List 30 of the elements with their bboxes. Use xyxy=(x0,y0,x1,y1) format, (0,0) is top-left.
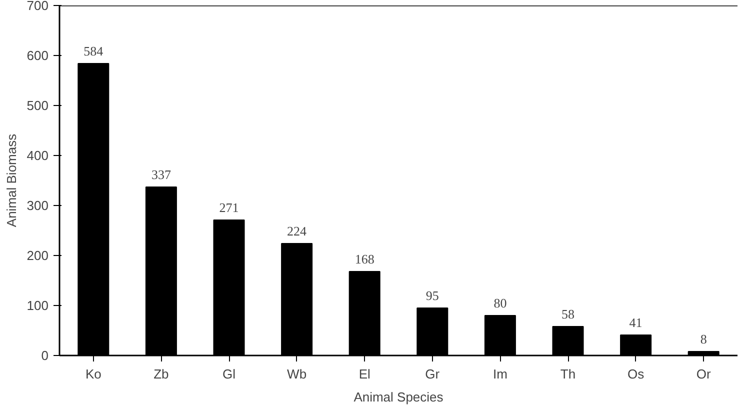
y-tick-label: 100 xyxy=(26,298,49,313)
x-tick-label: Ko xyxy=(85,366,102,382)
y-tick-label: 0 xyxy=(41,348,49,363)
data-label: 584 xyxy=(84,44,104,58)
data-label: 95 xyxy=(426,288,439,303)
y-tick-label: 400 xyxy=(26,148,49,163)
y-axis-title: Animal Biomass xyxy=(4,133,19,228)
x-axis-title: Animal Species xyxy=(354,390,444,404)
data-label: 8 xyxy=(700,332,707,346)
data-label: 41 xyxy=(629,315,642,330)
y-tick-label: 600 xyxy=(26,48,49,63)
data-label: 58 xyxy=(562,306,574,322)
x-tick-label: Or xyxy=(696,366,712,382)
x-tick-label: Th xyxy=(560,366,576,382)
x-tick-label: Gl xyxy=(222,366,236,382)
y-tick-label: 500 xyxy=(26,98,49,113)
x-tick-label: Gr xyxy=(425,366,440,382)
data-label: 224 xyxy=(287,224,308,238)
data-label: 271 xyxy=(219,200,239,215)
x-tick-label: Wb xyxy=(287,366,307,382)
y-tick-label: 200 xyxy=(26,248,49,263)
x-tick-label: Zb xyxy=(154,366,169,382)
x-tick-label: El xyxy=(358,366,370,382)
y-tick-label: 700 xyxy=(26,0,49,13)
y-tick-label: 300 xyxy=(26,198,49,213)
x-tick-label: Os xyxy=(627,366,645,382)
data-label: 337 xyxy=(151,167,172,182)
data-label: 80 xyxy=(494,296,507,310)
data-label: 168 xyxy=(354,252,374,266)
x-tick-label: Im xyxy=(492,366,508,382)
